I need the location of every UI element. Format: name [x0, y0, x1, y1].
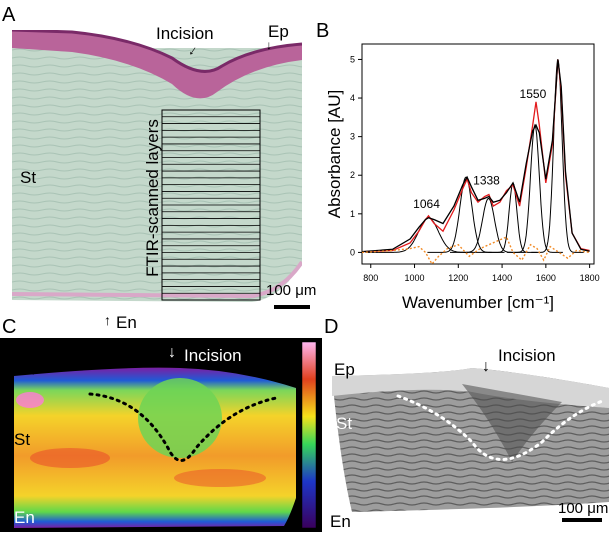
panel-c-st-label: St: [14, 430, 31, 449]
x-tick-label: 1000: [405, 273, 425, 283]
peak-label: 1550: [520, 87, 547, 101]
ftir-spectrum-chart: 800 1000 1200 1400 1600 1800 0 1 2 3 4 5 Wavenumber …: [325, 43, 600, 312]
panel-a-scalebar: [274, 305, 310, 309]
panel-a-ep-arrow-icon: ↓: [266, 38, 272, 52]
peak-label: 1064: [413, 197, 440, 211]
panel-c-letter: C: [2, 316, 17, 338]
component-peak-curve: [506, 123, 563, 253]
panel-d-incision-label: Incision: [498, 346, 556, 365]
component-peak-curve: [427, 176, 505, 253]
panel-d-st-label: St: [336, 414, 353, 433]
y-tick-label: 3: [350, 132, 355, 142]
panel-a-en-label: En: [116, 313, 137, 332]
y-tick-label: 4: [350, 93, 355, 103]
panel-d-letter: D: [324, 316, 339, 338]
y-axis-label: Absorbance [AU]: [325, 90, 344, 219]
panel-a-ep-label: Ep: [268, 22, 289, 41]
x-axis-label: Wavenumber [cm⁻¹]: [402, 293, 554, 312]
panel-c-incision-arrow-icon: ↓: [168, 344, 176, 361]
component-peak-curve: [488, 181, 538, 253]
panel-a-layers-label: FTIR-scanned layers: [143, 119, 162, 277]
x-tick-label: 1600: [536, 273, 556, 283]
y-tick-label: 5: [350, 54, 355, 64]
panel-d-scalebar-label: 100 μm: [558, 500, 609, 517]
panel-a-letter: A: [2, 4, 16, 26]
panel-c-en-label: En: [14, 508, 35, 527]
histology-section-a: [11, 28, 304, 310]
panel-c-incision-label: Incision: [184, 346, 242, 365]
x-tick-label: 1400: [492, 273, 512, 283]
panel-b-letter: B: [316, 20, 330, 42]
panel-a-scalebar-label: 100 μm: [266, 282, 317, 299]
series-residual: [361, 236, 590, 266]
y-tick-label: 0: [350, 247, 355, 257]
series-fitted-sum: [361, 59, 590, 253]
component-peak-curve: [450, 197, 527, 253]
y-tick-label: 1: [350, 209, 355, 219]
x-tick-label: 1200: [448, 273, 468, 283]
panel-a-st-label: St: [20, 168, 37, 187]
microscopy-section-d: [322, 312, 609, 532]
component-peak-curve: [365, 217, 492, 253]
panel-c-ep-label: Ep: [20, 356, 41, 375]
panel-a-en-arrow-icon: ↑: [104, 312, 111, 328]
panel-a-incision-label: Incision: [156, 24, 214, 43]
plot-frame: [361, 43, 595, 265]
panel-d-en-label: En: [330, 512, 351, 531]
panel-d-ep-label: Ep: [334, 360, 355, 379]
y-tick-label: 2: [350, 170, 355, 180]
x-tick-label: 800: [363, 273, 378, 283]
panel-d-scalebar: [562, 518, 602, 522]
panel-d-incision-arrow-icon: ↓: [482, 358, 490, 375]
x-tick-label: 1800: [580, 273, 600, 283]
peak-label: 1338: [473, 174, 500, 188]
ftir-heatmap-c: [0, 338, 322, 532]
